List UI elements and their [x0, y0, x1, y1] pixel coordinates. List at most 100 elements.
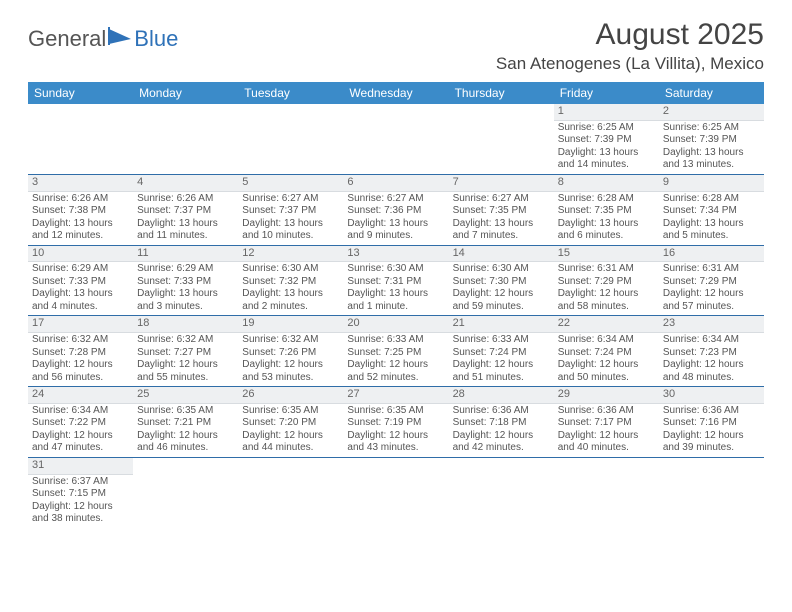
day-line: Sunrise: 6:28 AM [558, 193, 655, 206]
day-number: 11 [133, 246, 238, 263]
day-body: Sunrise: 6:27 AMSunset: 7:37 PMDaylight:… [238, 192, 343, 245]
day-line: Sunset: 7:38 PM [32, 205, 129, 218]
day-line: Daylight: 13 hours [242, 288, 339, 301]
day-line: Sunset: 7:29 PM [663, 276, 760, 289]
day-number: 31 [28, 458, 133, 475]
day-number: 8 [554, 175, 659, 192]
day-body: Sunrise: 6:30 AMSunset: 7:32 PMDaylight:… [238, 262, 343, 315]
day-line: Sunset: 7:35 PM [558, 205, 655, 218]
weekday-monday: Monday [133, 82, 238, 104]
day-number: 20 [343, 316, 448, 333]
day-line: Daylight: 13 hours [663, 147, 760, 160]
day-line: Daylight: 13 hours [32, 288, 129, 301]
week-row: 31Sunrise: 6:37 AMSunset: 7:15 PMDayligh… [28, 458, 764, 528]
day-line: and 42 minutes. [453, 442, 550, 455]
day-body: Sunrise: 6:31 AMSunset: 7:29 PMDaylight:… [659, 262, 764, 315]
day-line: and 43 minutes. [347, 442, 444, 455]
day-number: 25 [133, 387, 238, 404]
day-line: Sunrise: 6:35 AM [242, 405, 339, 418]
day-cell: 2Sunrise: 6:25 AMSunset: 7:39 PMDaylight… [659, 104, 764, 174]
day-line: Sunrise: 6:28 AM [663, 193, 760, 206]
day-line: Sunset: 7:24 PM [558, 347, 655, 360]
logo-flag-icon [108, 27, 132, 45]
day-body: Sunrise: 6:27 AMSunset: 7:36 PMDaylight:… [343, 192, 448, 245]
weeks-container: 1Sunrise: 6:25 AMSunset: 7:39 PMDaylight… [28, 104, 764, 528]
day-number: 19 [238, 316, 343, 333]
day-line: Daylight: 12 hours [137, 359, 234, 372]
day-line: Sunrise: 6:31 AM [663, 263, 760, 276]
day-line: Daylight: 12 hours [453, 430, 550, 443]
weekday-thursday: Thursday [449, 82, 554, 104]
day-line: Sunset: 7:32 PM [242, 276, 339, 289]
day-body: Sunrise: 6:35 AMSunset: 7:20 PMDaylight:… [238, 404, 343, 457]
day-line: Sunset: 7:18 PM [453, 417, 550, 430]
day-line: Sunset: 7:22 PM [32, 417, 129, 430]
day-number: 5 [238, 175, 343, 192]
day-number: 18 [133, 316, 238, 333]
weekday-friday: Friday [554, 82, 659, 104]
logo: General Blue [28, 26, 178, 52]
day-cell: 5Sunrise: 6:27 AMSunset: 7:37 PMDaylight… [238, 175, 343, 245]
day-line: Daylight: 12 hours [242, 430, 339, 443]
weekday-header-row: Sunday Monday Tuesday Wednesday Thursday… [28, 82, 764, 104]
day-line: Sunrise: 6:31 AM [558, 263, 655, 276]
day-line: Sunrise: 6:34 AM [558, 334, 655, 347]
day-cell: 21Sunrise: 6:33 AMSunset: 7:24 PMDayligh… [449, 316, 554, 386]
day-body: Sunrise: 6:35 AMSunset: 7:21 PMDaylight:… [133, 404, 238, 457]
day-line: Sunset: 7:16 PM [663, 417, 760, 430]
day-line: Sunset: 7:25 PM [347, 347, 444, 360]
logo-text-general: General [28, 26, 106, 52]
day-number: 24 [28, 387, 133, 404]
day-cell: 7Sunrise: 6:27 AMSunset: 7:35 PMDaylight… [449, 175, 554, 245]
day-line: Sunrise: 6:27 AM [453, 193, 550, 206]
day-line: and 59 minutes. [453, 301, 550, 314]
day-line: Daylight: 12 hours [663, 359, 760, 372]
day-line: Sunset: 7:17 PM [558, 417, 655, 430]
day-number: 28 [449, 387, 554, 404]
day-body: Sunrise: 6:37 AMSunset: 7:15 PMDaylight:… [28, 475, 133, 528]
day-line: and 4 minutes. [32, 301, 129, 314]
day-cell [343, 104, 448, 174]
day-number: 16 [659, 246, 764, 263]
day-line: Daylight: 12 hours [558, 288, 655, 301]
day-line: and 47 minutes. [32, 442, 129, 455]
day-line: Daylight: 13 hours [137, 288, 234, 301]
day-line: and 56 minutes. [32, 372, 129, 385]
day-line: and 1 minute. [347, 301, 444, 314]
day-line: Sunrise: 6:36 AM [663, 405, 760, 418]
day-body: Sunrise: 6:27 AMSunset: 7:35 PMDaylight:… [449, 192, 554, 245]
title-block: August 2025 San Atenogenes (La Villita),… [496, 18, 764, 74]
day-line: and 50 minutes. [558, 372, 655, 385]
day-number: 6 [343, 175, 448, 192]
day-number: 15 [554, 246, 659, 263]
day-cell: 1Sunrise: 6:25 AMSunset: 7:39 PMDaylight… [554, 104, 659, 174]
day-line: Sunrise: 6:35 AM [137, 405, 234, 418]
day-line: Sunrise: 6:30 AM [347, 263, 444, 276]
day-cell: 12Sunrise: 6:30 AMSunset: 7:32 PMDayligh… [238, 246, 343, 316]
day-body: Sunrise: 6:30 AMSunset: 7:31 PMDaylight:… [343, 262, 448, 315]
day-body: Sunrise: 6:28 AMSunset: 7:34 PMDaylight:… [659, 192, 764, 245]
day-number: 9 [659, 175, 764, 192]
day-line: Sunrise: 6:30 AM [453, 263, 550, 276]
day-line: Sunrise: 6:36 AM [558, 405, 655, 418]
day-cell [343, 458, 448, 528]
day-line: Daylight: 13 hours [347, 218, 444, 231]
day-line: Sunset: 7:27 PM [137, 347, 234, 360]
day-cell [659, 458, 764, 528]
calendar: Sunday Monday Tuesday Wednesday Thursday… [28, 82, 764, 528]
day-line: and 58 minutes. [558, 301, 655, 314]
day-cell: 30Sunrise: 6:36 AMSunset: 7:16 PMDayligh… [659, 387, 764, 457]
day-line: and 14 minutes. [558, 159, 655, 172]
day-cell [133, 104, 238, 174]
day-number: 17 [28, 316, 133, 333]
day-body: Sunrise: 6:34 AMSunset: 7:22 PMDaylight:… [28, 404, 133, 457]
day-line: Daylight: 13 hours [137, 218, 234, 231]
day-line: Sunrise: 6:36 AM [453, 405, 550, 418]
day-line: Daylight: 12 hours [242, 359, 339, 372]
day-line: Sunset: 7:33 PM [137, 276, 234, 289]
day-number: 7 [449, 175, 554, 192]
day-body: Sunrise: 6:30 AMSunset: 7:30 PMDaylight:… [449, 262, 554, 315]
day-number: 3 [28, 175, 133, 192]
day-number: 26 [238, 387, 343, 404]
day-line: Daylight: 12 hours [137, 430, 234, 443]
